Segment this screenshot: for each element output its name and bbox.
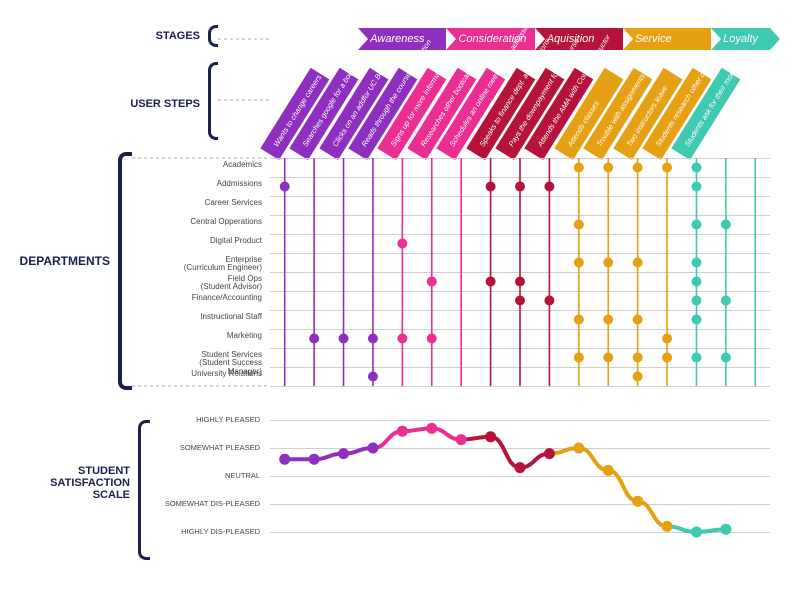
plot-svg [0, 0, 800, 591]
